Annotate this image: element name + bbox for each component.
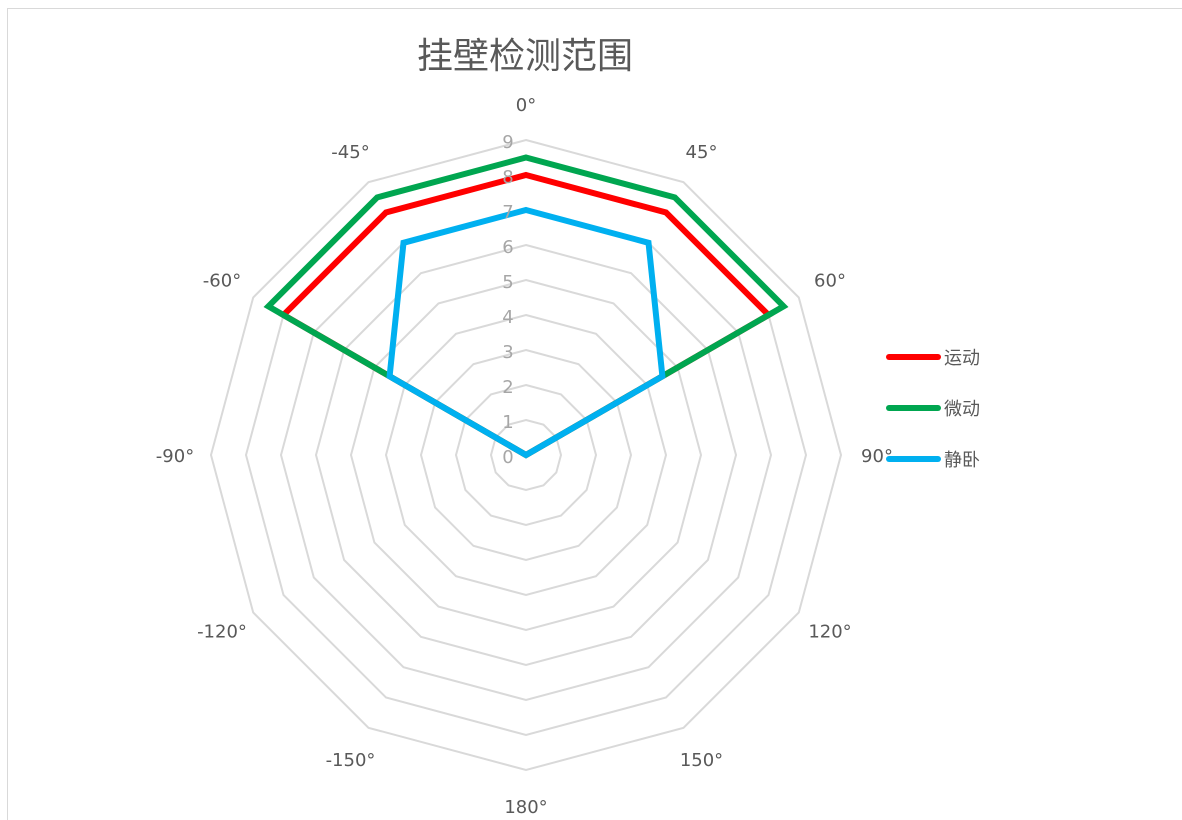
angle-label: -150°: [326, 750, 376, 771]
angle-label: 120°: [808, 622, 851, 643]
angle-label: 180°: [504, 797, 547, 818]
angle-label: -60°: [203, 271, 241, 292]
radial-tick-label: 5: [502, 272, 513, 293]
radial-tick-label: 6: [502, 237, 513, 258]
chart-title: 挂壁检测范围: [417, 36, 633, 77]
angle-label: 90°: [861, 446, 893, 467]
angle-label: 150°: [680, 750, 723, 771]
grid-ring-9: [209, 138, 843, 772]
radial-tick-label: 4: [502, 307, 513, 328]
radial-tick-label: 9: [502, 132, 513, 153]
radial-tick-label: 3: [502, 342, 513, 363]
angle-label: 60°: [814, 271, 846, 292]
legend-label-3: 静卧: [944, 450, 980, 471]
legend-label-2: 微动: [944, 399, 980, 420]
radar-series: [263, 154, 789, 459]
radial-tick-labels: 0 1 2 3 4 5 6 7 8 9: [502, 132, 513, 468]
radial-tick-label: 8: [502, 167, 513, 188]
angle-label: 45°: [686, 142, 718, 163]
angle-label: -90°: [156, 446, 194, 467]
radial-tick-label: 2: [502, 377, 513, 398]
series-line-2: [263, 154, 789, 459]
chart-area: [7, 8, 1182, 820]
radial-tick-label: 1: [502, 412, 513, 433]
series-line-3: [386, 206, 666, 459]
legend-label-1: 运动: [944, 348, 980, 369]
angle-labels: 0° 45° 60° 90° 120° 150° 180° -150° -120° -90° -60…: [156, 95, 893, 818]
angle-label: -45°: [331, 142, 369, 163]
radial-tick-label: 0: [502, 447, 513, 468]
angle-label: -120°: [197, 622, 247, 643]
radial-tick-label: 7: [502, 202, 513, 223]
angle-label: 0°: [516, 95, 536, 116]
